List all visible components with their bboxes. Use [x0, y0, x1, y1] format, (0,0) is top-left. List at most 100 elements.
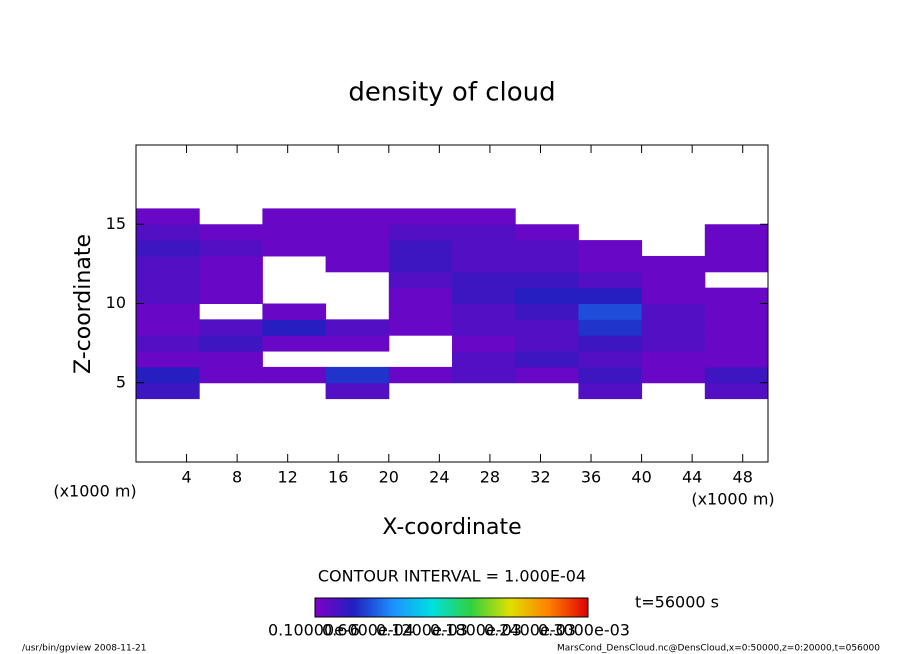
- contour-cell: [515, 224, 579, 241]
- contour-cell: [199, 335, 263, 352]
- contour-cell: [199, 287, 263, 304]
- x-tick-label: 8: [232, 468, 242, 487]
- x-tick-label: 48: [733, 468, 753, 487]
- contour-cell: [704, 287, 769, 304]
- colorbar-label: 0.2400e-03: [484, 621, 576, 640]
- x-tick-label: 4: [181, 468, 191, 487]
- x-tick-label: 24: [429, 468, 449, 487]
- contour-cell: [578, 287, 643, 304]
- contour-cell: [704, 240, 769, 257]
- contour-cell: [641, 271, 706, 289]
- x-tick-label: 40: [631, 468, 651, 487]
- contour-cell: [452, 255, 516, 273]
- contour-cell: [199, 351, 263, 368]
- contour-cell: [325, 382, 390, 400]
- contour-cell: [199, 224, 263, 241]
- y-tick-label: 15: [106, 214, 126, 233]
- contour-cell: [325, 224, 390, 241]
- contour-cell: [136, 382, 200, 400]
- contour-cell: [452, 240, 516, 257]
- contour-cell: [452, 319, 516, 336]
- colorbar: [314, 597, 589, 618]
- contour-cell: [388, 271, 453, 289]
- contour-cell: [452, 224, 516, 241]
- contour-cell: [388, 240, 453, 257]
- contour-cell: [199, 319, 263, 336]
- contour-cell: [515, 303, 579, 320]
- contour-cell: [704, 319, 769, 336]
- contour-cell: [452, 287, 516, 304]
- contour-cell: [641, 351, 706, 368]
- contour-cell: [515, 351, 579, 368]
- x-unit: (x1000 m): [53, 482, 136, 501]
- contour-cell: [136, 366, 200, 384]
- contour-cell: [325, 366, 390, 384]
- contour-cell: [199, 240, 263, 257]
- contour-cell: [578, 303, 643, 320]
- contour-cell: [136, 208, 200, 225]
- contour-cell: [515, 319, 579, 336]
- contour-cell: [136, 319, 200, 336]
- contour-cell: [325, 240, 390, 257]
- x-tick-label: 36: [581, 468, 601, 487]
- contour-cell: [452, 303, 516, 320]
- contour-cell: [388, 224, 453, 241]
- contour-cell: [452, 208, 516, 225]
- contour-cell: [578, 255, 643, 273]
- contour-cell: [262, 366, 327, 384]
- contour-cell: [136, 351, 200, 368]
- contour-cell: [641, 303, 706, 320]
- colorbar-label: 0.10000e-6: [268, 621, 360, 640]
- contour-cell: [452, 335, 516, 352]
- contour-cell: [388, 287, 453, 304]
- contour-cell: [578, 271, 643, 289]
- contour-cell: [578, 382, 643, 400]
- y-tick-label: 5: [116, 372, 126, 391]
- chart-title: density of cloud: [348, 78, 555, 108]
- contour-cell: [388, 303, 453, 320]
- x-tick-label: 12: [278, 468, 298, 487]
- contour-cell: [199, 271, 263, 289]
- x-unit: (x1000 m): [691, 490, 774, 509]
- contour-cell: [515, 287, 579, 304]
- contour-cell: [578, 351, 643, 368]
- colorbar-label: 0.1800e-03: [430, 621, 522, 640]
- contour-cell: [136, 255, 200, 273]
- contour-cell: [325, 319, 390, 336]
- contour-cell: [704, 224, 769, 241]
- x-tick-label: 20: [379, 468, 399, 487]
- contour-cell: [388, 208, 453, 225]
- contour-cell: [515, 240, 579, 257]
- colorbar-label: 0.1200e-03: [376, 621, 468, 640]
- contour-cell: [136, 240, 200, 257]
- contour-cell: [262, 208, 327, 225]
- contour-cell: [704, 382, 769, 400]
- time-label: t=56000 s: [635, 593, 719, 612]
- contour-cell: [704, 255, 769, 273]
- contour-cell: [136, 287, 200, 304]
- contour-cell: [515, 366, 579, 384]
- contour-cell: [262, 224, 327, 241]
- contour-cell: [388, 319, 453, 336]
- contour-cell: [388, 255, 453, 273]
- contour-cell: [325, 255, 390, 273]
- contour-cell: [641, 366, 706, 384]
- contour-cell: [199, 255, 263, 273]
- contour-cell: [578, 240, 643, 257]
- contour-cell: [452, 351, 516, 368]
- contour-cell: [704, 303, 769, 320]
- contour-cell: [325, 335, 390, 352]
- footer: MarsCond_DensCloud.nc@DensCloud,x=0:5000…: [557, 644, 880, 654]
- contour-interval: CONTOUR INTERVAL = 1.000E-04: [318, 567, 586, 586]
- contour-cell: [136, 271, 200, 289]
- contour-cell: [515, 335, 579, 352]
- contour-cell: [262, 303, 327, 320]
- contour-cell: [136, 303, 200, 320]
- contour-cell: [704, 366, 769, 384]
- contour-cell: [641, 319, 706, 336]
- contour-cell: [515, 255, 579, 273]
- x-tick-label: 28: [480, 468, 500, 487]
- contour-cell: [262, 240, 327, 257]
